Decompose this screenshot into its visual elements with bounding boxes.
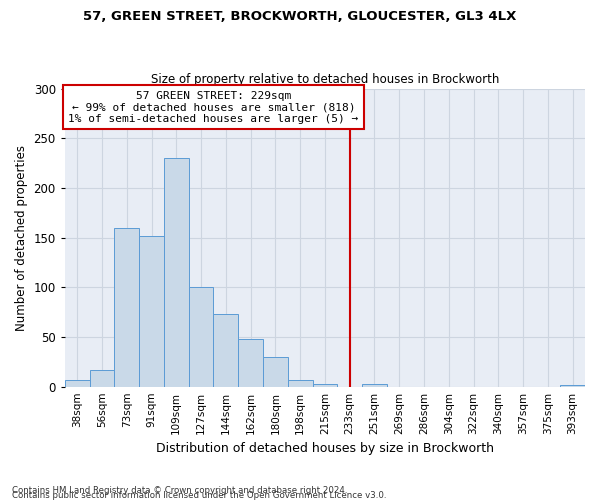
Bar [139,236,164,386]
Title: Size of property relative to detached houses in Brockworth: Size of property relative to detached ho… [151,73,499,86]
Y-axis label: Number of detached properties: Number of detached properties [15,144,28,330]
Text: 57, GREEN STREET, BROCKWORTH, GLOUCESTER, GL3 4LX: 57, GREEN STREET, BROCKWORTH, GLOUCESTER… [83,10,517,23]
Bar [214,314,238,386]
Bar [89,370,115,386]
Bar [65,380,89,386]
Text: Contains public sector information licensed under the Open Government Licence v3: Contains public sector information licen… [12,491,386,500]
Bar [560,384,585,386]
Bar [362,384,387,386]
Bar [288,380,313,386]
Bar [188,288,214,386]
Bar [164,158,188,386]
Text: Contains HM Land Registry data © Crown copyright and database right 2024.: Contains HM Land Registry data © Crown c… [12,486,347,495]
Bar [313,384,337,386]
X-axis label: Distribution of detached houses by size in Brockworth: Distribution of detached houses by size … [156,442,494,455]
Bar [238,339,263,386]
Bar [263,357,288,386]
Bar [115,228,139,386]
Text: 57 GREEN STREET: 229sqm
← 99% of detached houses are smaller (818)
1% of semi-de: 57 GREEN STREET: 229sqm ← 99% of detache… [68,90,359,124]
